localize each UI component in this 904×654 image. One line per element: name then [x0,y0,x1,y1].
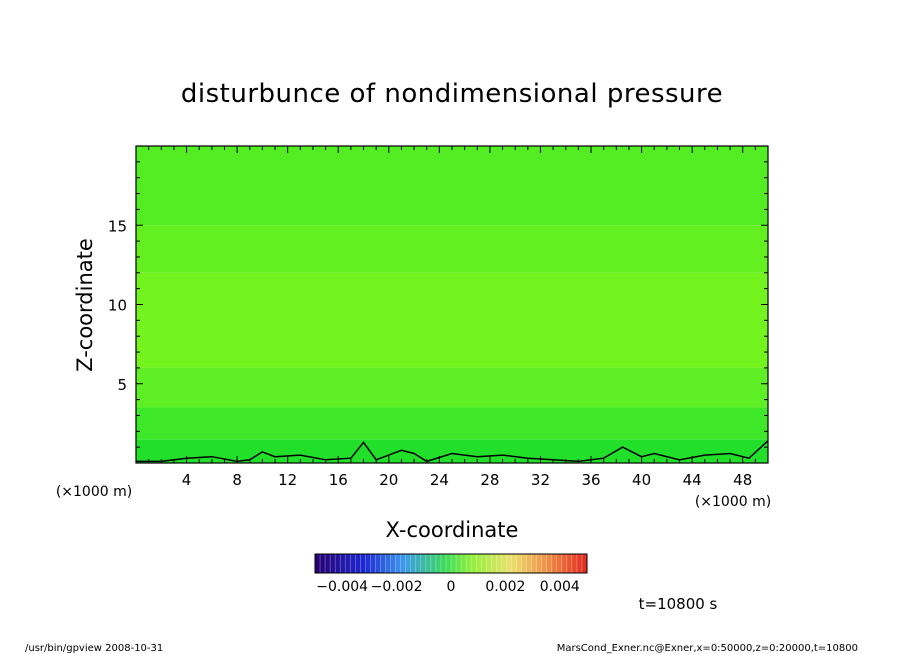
colorbar-swatch [340,554,346,573]
colorbar-swatch [541,554,548,573]
colorbar-swatch [521,554,527,573]
y-tick-labels: 5 10 15 [108,217,127,394]
x-tick-label: 32 [531,471,550,489]
colorbar-swatch [360,554,366,573]
y-unit-label: (×1000 m) [56,484,132,500]
colorbar-swatch [445,554,452,573]
colorbar-swatch [385,554,391,573]
colorbar-swatch [315,554,321,573]
field-band-5 [136,146,768,226]
chart-title: disturbunce of nondimensional pressure [181,79,723,109]
x-tick-label: 8 [232,471,242,489]
x-tick-label: 12 [278,471,297,489]
colorbar-swatch [320,554,326,573]
colorbar-swatch [511,554,517,573]
colorbar-swatch [536,554,542,573]
colorbar-swatch [496,554,502,573]
colorbar-swatch [481,554,487,573]
colorbar-swatch [405,554,412,573]
field-band-4 [136,225,768,273]
colorbar-swatch [350,554,356,573]
colorbar-swatch [415,554,422,573]
x-tick-labels: 4 8 12 16 20 24 28 32 36 40 44 48 [182,471,752,489]
x-axis-label: X-coordinate [386,518,519,542]
colorbar-swatch [526,554,532,573]
colorbar-swatch [546,554,553,573]
footer-right: MarsCond_Exner.nc@Exner,x=0:50000,z=0:20… [557,643,858,654]
time-label: t=10800 s [639,595,718,613]
x-tick-label: 4 [182,471,192,489]
colorbar-swatch [551,554,558,573]
colorbar-swatch [375,554,381,573]
colorbar-tick-label: 0.002 [485,579,525,595]
colorbar-swatch [566,554,573,573]
colorbar-swatch [476,554,482,573]
colorbar-swatch [335,554,341,573]
colorbar-swatch [420,554,427,573]
colorbar-swatch [491,554,497,573]
axis-tick-marks [136,146,768,463]
colorbar-swatch [581,554,588,573]
colorbar-swatch [370,554,376,573]
colorbar-swatch [501,554,507,573]
field-band-1 [136,407,768,440]
colorbar-swatch [506,554,512,573]
colorbar-swatch [400,554,406,573]
colorbar-swatch [365,554,371,573]
colorbar-swatch [561,554,568,573]
x-tick-label: 40 [632,471,651,489]
colorbar-swatch [440,554,447,573]
colorbar-swatch [556,554,563,573]
colorbar-swatch [486,554,492,573]
colorbar-swatch [425,554,432,573]
colorbar-swatch [410,554,417,573]
colorbar-frame [314,553,588,574]
colorbar-swatch [390,554,396,573]
y-tick-label: 15 [108,217,127,235]
colorbar-swatch [576,554,583,573]
colorbar-swatch [471,554,477,573]
colorbar-tick-labels: −0.004 −0.002 0 0.002 0.004 [316,579,580,595]
x-unit-label: (×1000 m) [695,494,771,510]
y-axis-label: Z-coordinate [73,238,97,372]
footer-left: /usr/bin/gpview 2008-10-31 [25,643,163,654]
x-tick-label: 48 [733,471,752,489]
colorbar-swatch [430,554,437,573]
colorbar [315,554,588,573]
y-tick-label: 10 [108,297,127,315]
field-band-0 [136,439,768,463]
colorbar-tick-label: 0 [447,579,456,595]
colorbar-swatch [435,554,442,573]
x-tick-label: 16 [329,471,348,489]
x-tick-label: 28 [480,471,499,489]
colorbar-swatch [531,554,537,573]
colorbar-swatch [466,554,472,573]
x-tick-label: 20 [379,471,398,489]
colorbar-swatch [461,554,467,573]
colorbar-tick-label: −0.002 [371,579,423,595]
heatmap-field [136,146,768,463]
field-band-2 [136,367,768,408]
colorbar-swatch [345,554,351,573]
colorbar-swatch [456,554,462,573]
colorbar-swatch [355,554,361,573]
colorbar-tick-label: −0.004 [316,579,368,595]
y-tick-label: 5 [117,376,127,394]
x-tick-label: 36 [581,471,600,489]
colorbar-swatch [451,554,457,573]
colorbar-swatch [516,554,522,573]
field-band-3 [136,272,768,368]
colorbar-swatch [325,554,331,573]
colorbar-swatch [571,554,578,573]
colorbar-swatch [395,554,401,573]
x-tick-label: 44 [683,471,702,489]
colorbar-swatch [380,554,386,573]
colorbar-tick-label: 0.004 [540,579,580,595]
colorbar-swatch [330,554,336,573]
x-tick-label: 24 [430,471,449,489]
